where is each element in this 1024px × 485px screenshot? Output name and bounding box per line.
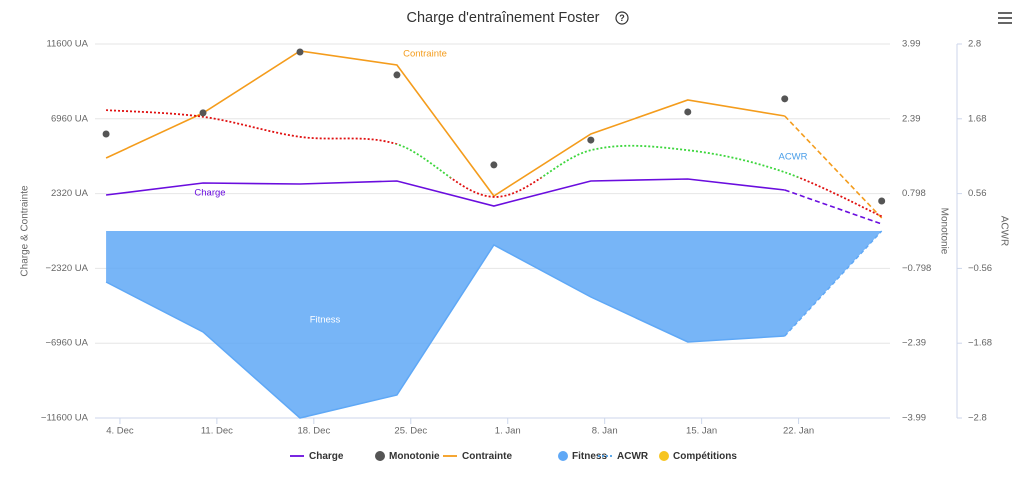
x-tick-label: 8. Jan: [592, 426, 618, 437]
x-tick-label: 22. Jan: [783, 426, 814, 437]
series-label: Charge: [194, 188, 225, 199]
marker: [102, 130, 110, 138]
legend-symbol: [659, 451, 669, 461]
y2-tick-label: −0.798: [902, 263, 931, 274]
chart-title: Charge d'entraînement Foster: [407, 10, 600, 26]
line-forecast: [784, 115, 883, 219]
x-tick-label: 15. Jan: [686, 426, 717, 437]
info-icon[interactable]: ?: [615, 11, 629, 25]
y2-tick-label: 3.99: [902, 39, 921, 50]
menu-button[interactable]: [996, 10, 1014, 26]
legend-label: Charge: [309, 451, 344, 462]
marker: [587, 136, 595, 144]
y3-tick-label: −1.68: [968, 338, 992, 349]
series-label: ACWR: [778, 152, 807, 163]
legend-symbol: [558, 451, 568, 461]
y2-tick-label: −3.99: [902, 413, 926, 424]
y3-tick-label: −0.56: [968, 263, 992, 274]
fitness-edge: [105, 244, 785, 419]
fitness-edge-forecast: [784, 230, 883, 337]
marker: [781, 95, 789, 103]
x-tick-label: 4. Dec: [106, 426, 134, 437]
y3-tick-label: −2.8: [968, 413, 987, 424]
x-tick-label: 1. Jan: [495, 426, 521, 437]
legend: Charge Monotonie Contrainte Fitness ACWR Comp…: [290, 451, 737, 462]
marker: [296, 48, 304, 56]
series-label: Fitness: [310, 315, 341, 326]
y2-tick-label: 0.798: [902, 188, 926, 199]
y-tick-label: 2320 UA: [51, 188, 89, 199]
y-tick-label: 6960 UA: [51, 113, 89, 124]
marker: [684, 108, 692, 116]
y3-tick-label: 2.8: [968, 39, 981, 50]
y-tick-label: −11600 UA: [41, 413, 89, 424]
legend-label: ACWR: [617, 451, 649, 462]
series-label: Contrainte: [403, 49, 447, 60]
y-tick-label: −2320 UA: [45, 263, 88, 274]
marker: [878, 197, 886, 205]
line: [105, 50, 785, 198]
x-tick-label: 11. Dec: [201, 426, 233, 437]
y-tick-label: −6960 UA: [45, 338, 88, 349]
plot-area: 11600 UA 6960 UA 2320 UA −2320 UA −6960 UA −1…: [41, 39, 992, 437]
y3-tick-label: 1.68: [968, 113, 987, 124]
y3-tick-label: 0.56: [968, 188, 987, 199]
legend-label: Contrainte: [462, 451, 512, 462]
y-axis-title: Charge & Contrainte: [20, 185, 31, 277]
marker: [199, 109, 207, 117]
legend-symbol: [375, 451, 385, 461]
y3-axis-title: ACWR: [998, 216, 1009, 247]
svg-text:?: ?: [619, 13, 625, 23]
acwr-line: [393, 144, 802, 178]
legend-label: Fitness: [572, 451, 607, 462]
marker: [490, 161, 498, 169]
legend-label: Monotonie: [389, 451, 440, 462]
legend-label: Compétitions: [673, 451, 737, 462]
y2-tick-label: 2.39: [902, 114, 921, 125]
y2-axis-title: Monotonie: [938, 208, 949, 255]
line: [105, 178, 785, 207]
fitness-area: [106, 231, 882, 418]
y2-tick-label: −2.39: [902, 338, 926, 349]
x-tick-label: 18. Dec: [297, 426, 330, 437]
marker: [393, 71, 401, 79]
x-tick-label: 25. Dec: [394, 426, 427, 437]
y-tick-label: 11600 UA: [46, 39, 88, 50]
line-forecast: [784, 189, 882, 225]
